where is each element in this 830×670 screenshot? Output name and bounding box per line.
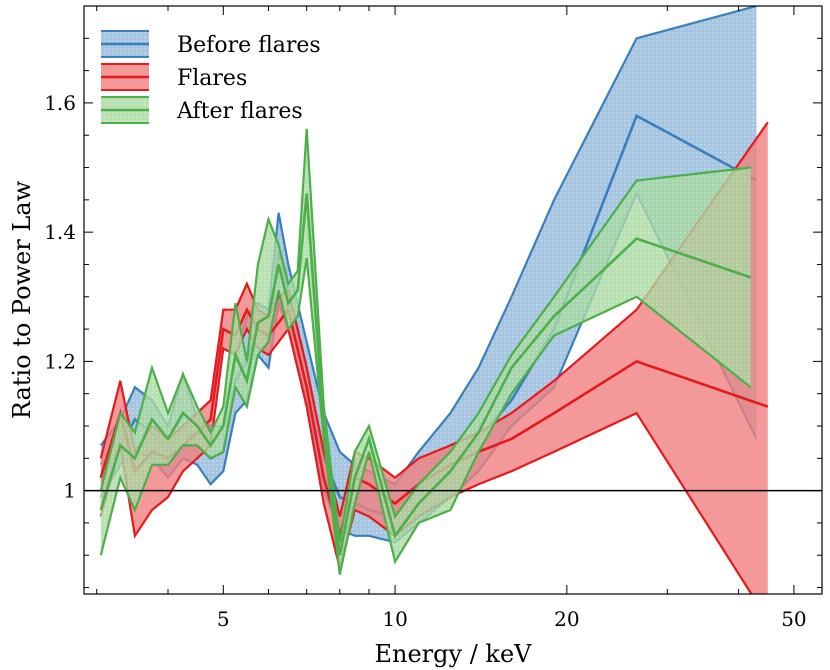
y-tick-label: 1.4 xyxy=(44,220,76,244)
band-before-flares xyxy=(100,6,757,543)
axis-ticks xyxy=(84,5,822,594)
legend-item-flares: Flares xyxy=(101,63,247,91)
y-tick-labels: 1 1.2 1.4 1.6 xyxy=(44,91,76,503)
legend-label: After flares xyxy=(176,99,303,124)
x-tick-label: 5 xyxy=(217,607,230,631)
upper-line-after-flares xyxy=(99,128,751,543)
x-axis-title: Energy / keV xyxy=(375,640,533,668)
legend-item-after-flares: After flares xyxy=(101,96,303,124)
y-axis-title: Ratio to Power Law xyxy=(8,180,36,419)
legend: Before flares Flares After flares xyxy=(101,30,321,124)
y-tick-label: 1.6 xyxy=(44,91,76,115)
legend-label: Before flares xyxy=(177,33,321,58)
y-tick-label: 1.2 xyxy=(44,349,76,373)
legend-label: Flares xyxy=(177,66,247,91)
mid-line-after-flares xyxy=(99,193,752,556)
x-tick-label: 10 xyxy=(382,607,407,631)
plot-frame xyxy=(83,5,823,595)
x-tick-labels: 5 10 20 50 xyxy=(217,607,807,631)
y-tick-label: 1 xyxy=(63,479,76,503)
x-tick-label: 50 xyxy=(781,607,806,631)
x-tick-label: 20 xyxy=(554,607,579,631)
legend-item-before-flares: Before flares xyxy=(101,30,321,58)
